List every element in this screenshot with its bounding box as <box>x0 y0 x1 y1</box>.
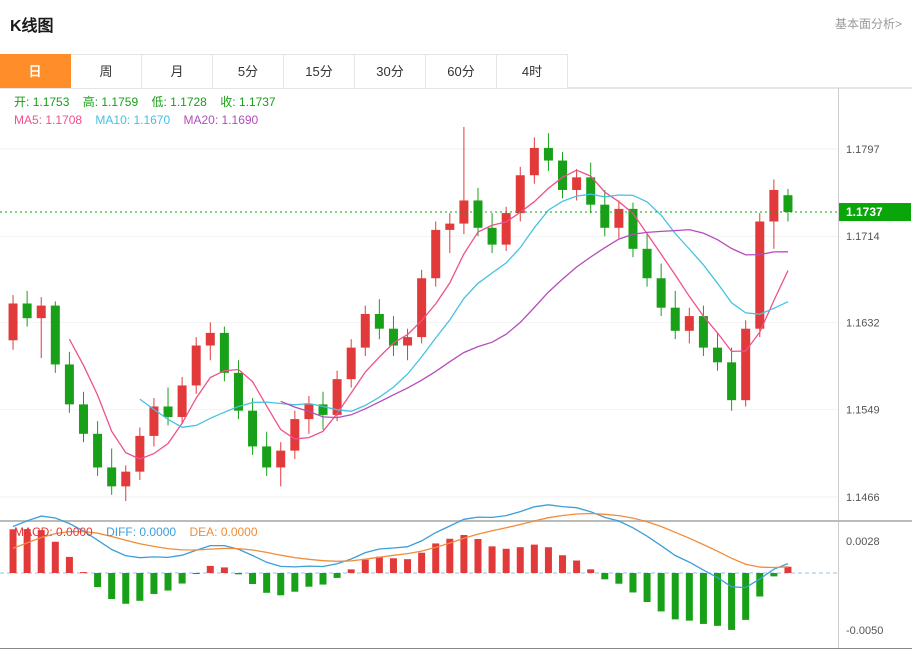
ma5-value: 1.1708 <box>45 113 83 127</box>
tab-week[interactable]: 周 <box>71 54 142 88</box>
current-price-tag-label: 1.1737 <box>846 205 883 219</box>
diff-label: DIFF: <box>106 525 137 539</box>
macd-info: MACD: 0.0000 DIFF: 0.0000 DEA: 0.0000 <box>14 525 268 539</box>
tab-4hour[interactable]: 4时 <box>497 54 568 88</box>
close-value: 1.1737 <box>238 95 276 109</box>
tab-5min[interactable]: 5分 <box>213 54 284 88</box>
price-axis-label: 1.1466 <box>846 492 880 504</box>
ma10-value: 1.1670 <box>133 113 171 127</box>
dea-label: DEA: <box>189 525 218 539</box>
high-value: 1.1759 <box>101 95 139 109</box>
ma5-label: MA5: <box>14 113 43 127</box>
tab-60min[interactable]: 60分 <box>426 54 497 88</box>
macd-axis-label: 0.0028 <box>846 536 880 548</box>
close-label: 收: <box>220 95 236 109</box>
tab-30min[interactable]: 30分 <box>355 54 426 88</box>
open-value: 1.1753 <box>32 95 70 109</box>
page-header: K线图 基本面分析> <box>0 0 912 54</box>
page-title: K线图 <box>10 18 54 35</box>
low-label: 低: <box>151 95 167 109</box>
candles-layer <box>8 126 793 502</box>
timeframe-tabs: 日周月 5分 15分 30分 60分 4时 <box>0 54 912 88</box>
diff-line <box>12 504 789 589</box>
macd-label: MACD: <box>14 525 53 539</box>
open-label: 开: <box>14 95 30 109</box>
price-axis-label: 1.1797 <box>846 144 880 156</box>
high-label: 高: <box>82 95 99 109</box>
macd-value: 0.0000 <box>56 525 93 539</box>
price-axis-label: 1.1549 <box>846 405 880 417</box>
ohlc-info: 开: 1.1753 高: 1.1759 低: 1.1728 收: 1.1737 <box>14 93 286 110</box>
tab-month[interactable]: 月 <box>142 54 213 88</box>
low-value: 1.1728 <box>170 95 207 109</box>
ma20-label: MA20: <box>183 113 219 127</box>
dea-line <box>12 512 789 569</box>
macd-histogram <box>9 529 792 630</box>
ma20-value: 1.1690 <box>221 113 259 127</box>
ma5-line <box>68 169 789 460</box>
dea-value: 0.0000 <box>220 525 258 539</box>
fundamental-analysis-link[interactable]: 基本面分析> <box>834 17 902 31</box>
tab-day[interactable]: 日 <box>0 54 71 88</box>
ma20-line <box>280 228 789 419</box>
price-axis-label: 1.1632 <box>846 317 880 329</box>
ma10-label: MA10: <box>95 113 131 127</box>
diff-value: 0.0000 <box>139 525 177 539</box>
ma-info: MA5: 1.1708 MA10: 1.1670 MA20: 1.1690 <box>14 113 268 127</box>
ma10-line <box>139 193 789 428</box>
price-axis-label: 1.1714 <box>846 231 880 243</box>
current-price-tag <box>839 203 911 222</box>
macd-axis-label: -0.0050 <box>846 625 883 637</box>
tab-15min[interactable]: 15分 <box>284 54 355 88</box>
